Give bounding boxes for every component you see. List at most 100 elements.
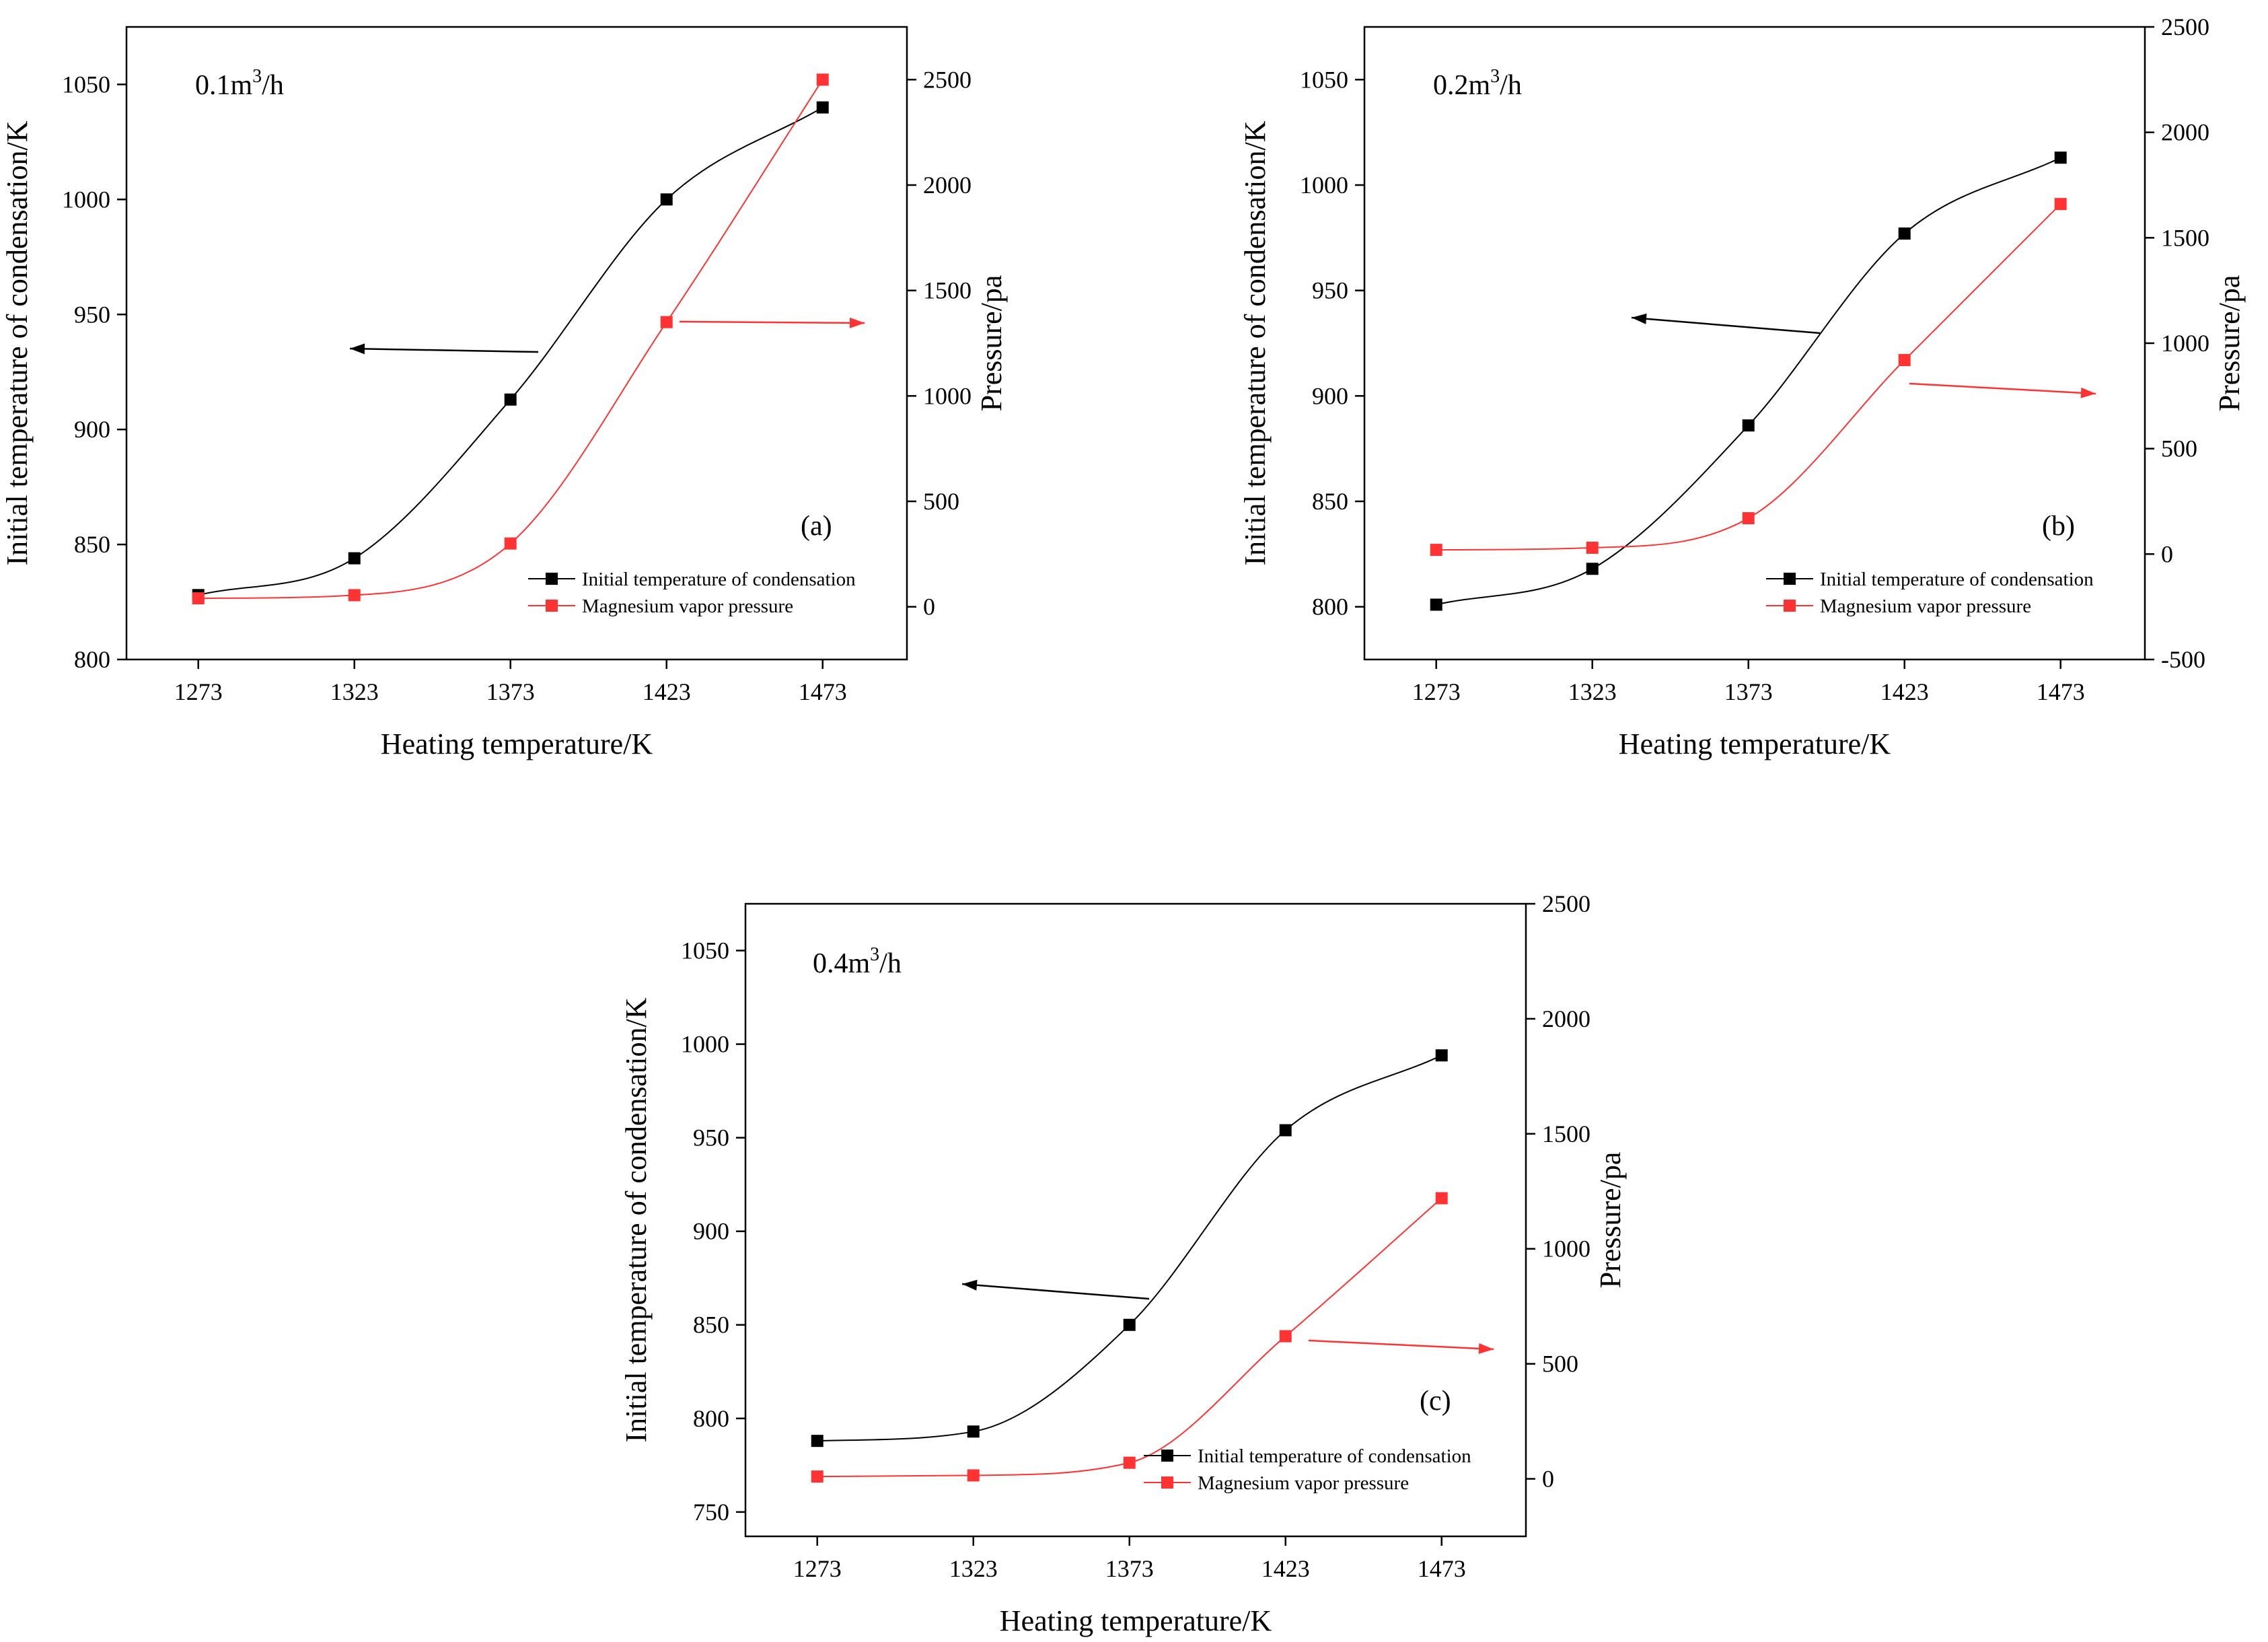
y-left-tick-label: 950 [74, 301, 110, 328]
y-left-tick-label: 1050 [681, 937, 729, 964]
y-left-tick-label: 1000 [62, 186, 110, 213]
y-right-tick-label: -500 [2161, 646, 2205, 673]
y-left-axis-label: Initial temperature of condensation/K [620, 997, 653, 1442]
chart-panel-1: 1273 1323 1373 1423 1473 800 850 900 950 1000 1050… [1, 26, 1008, 760]
arrow-line-1 [1631, 316, 1821, 334]
y-left-tick-label: 850 [74, 531, 110, 558]
flow-rate-base: 0.1m [195, 70, 253, 101]
y-left-tick-label: 800 [74, 646, 110, 673]
legend-marker [546, 600, 558, 612]
y-left-tick-label: 950 [1312, 277, 1348, 304]
data-point-2 [1279, 1330, 1292, 1343]
y-right-tick-label: 2500 [2161, 13, 2209, 40]
data-point-1 [1586, 563, 1599, 575]
flow-rate-label: 0.4m3/h [813, 944, 902, 979]
y-left-tick-label: 1050 [1300, 66, 1348, 93]
y-right-tick-label: 500 [1542, 1351, 1578, 1378]
data-point-2 [1123, 1456, 1136, 1469]
legend-label: Magnesium vapor pressure [1198, 1472, 1409, 1494]
series-line-1 [817, 1055, 1442, 1442]
x-tick-label: 1273 [1412, 678, 1461, 705]
series-line-2 [1436, 203, 2061, 551]
legend-marker [1161, 1476, 1173, 1489]
panel-label: (c) [1420, 1386, 1451, 1417]
y-right-tick-label: 0 [923, 594, 935, 620]
y-right-tick-label: 0 [2161, 540, 2173, 567]
data-point-2 [967, 1469, 980, 1482]
legend-label: Initial temperature of condensation [1198, 1445, 1471, 1467]
x-tick-label: 1373 [486, 678, 535, 705]
legend-marker [1784, 600, 1796, 612]
y-left-tick-label: 800 [1312, 594, 1348, 620]
y-left-tick-label: 1000 [681, 1031, 729, 1058]
x-tick-label: 1423 [643, 678, 691, 705]
data-point-1 [1435, 1049, 1448, 1062]
x-tick-label: 1423 [1261, 1555, 1310, 1582]
y-left-tick-label: 900 [74, 416, 110, 443]
x-tick-label: 1373 [1105, 1555, 1154, 1582]
data-point-2 [1742, 512, 1755, 525]
flow-rate-label: 0.2m3/h [1433, 66, 1522, 101]
arrow-head-2 [1478, 1343, 1494, 1354]
x-tick-label: 1273 [793, 1555, 842, 1582]
series-line-2 [817, 1197, 1442, 1478]
legend-marker [546, 573, 558, 585]
legend-label: Magnesium vapor pressure [582, 596, 793, 617]
x-axis-label: Heating temperature/K [381, 727, 653, 760]
plot-frame [1363, 26, 2146, 661]
data-point-1 [348, 552, 361, 565]
x-tick-label: 1423 [1880, 678, 1929, 705]
data-point-1 [967, 1425, 980, 1438]
y-right-tick-label: 1500 [1542, 1120, 1590, 1147]
data-point-1 [2054, 151, 2067, 164]
y-left-axis-label: Initial temperature of condensation/K [1239, 120, 1272, 565]
x-tick-label: 1323 [949, 1555, 998, 1582]
data-point-1 [1742, 419, 1755, 432]
legend-label: Initial temperature of condensation [582, 569, 856, 590]
data-point-2 [192, 592, 205, 605]
data-point-1 [1279, 1124, 1292, 1137]
data-point-1 [1430, 598, 1442, 611]
flow-rate-exp: 3 [1490, 66, 1500, 87]
flow-rate-exp: 3 [870, 944, 879, 965]
chart-panel-3: 1273 1323 1373 1423 1473 750 800 850 900 950 1000 1… [620, 890, 1627, 1637]
y-left-tick-label: 900 [693, 1218, 729, 1245]
y-right-tick-label: 1500 [2161, 224, 2209, 251]
y-right-tick-label: 1000 [2161, 330, 2209, 357]
data-point-2 [811, 1470, 824, 1483]
y-right-axis-label: Pressure/pa [1594, 1152, 1627, 1289]
panel-label: (a) [801, 511, 832, 542]
y-left-tick-label: 900 [1312, 382, 1348, 409]
flow-rate-exp: 3 [252, 66, 262, 87]
data-point-1 [504, 393, 517, 406]
y-left-axis-label: Initial temperature of condensation/K [1, 120, 34, 565]
y-right-tick-label: 0 [1542, 1466, 1554, 1493]
x-tick-label: 1323 [1568, 678, 1617, 705]
data-point-2 [1430, 544, 1442, 557]
data-point-1 [660, 193, 673, 206]
series-line-1 [1436, 157, 2061, 606]
y-right-tick-label: 500 [2161, 435, 2197, 462]
arrow-head-2 [2080, 387, 2096, 398]
y-left-tick-label: 850 [693, 1312, 729, 1338]
y-right-tick-label: 2000 [1542, 1005, 1590, 1032]
flow-rate-label: 0.1m3/h [195, 66, 284, 101]
arrow-head-1 [350, 343, 365, 355]
data-point-1 [816, 101, 829, 114]
y-left-tick-label: 850 [1312, 488, 1348, 515]
y-right-tick-label: 1000 [1542, 1236, 1590, 1262]
y-right-axis-label: Pressure/pa [2213, 275, 2246, 412]
arrow-line-1 [961, 1283, 1150, 1300]
x-tick-label: 1273 [174, 678, 223, 705]
data-point-2 [504, 537, 517, 550]
legend-marker [1161, 1450, 1173, 1462]
arrow-head-1 [1632, 313, 1647, 324]
flow-rate-tail: /h [262, 70, 284, 101]
flow-rate-tail: /h [879, 948, 902, 979]
chart-panel-2: 1273 1323 1373 1423 1473 800 850 900 950 1000 1050… [1239, 13, 2246, 760]
data-point-1 [811, 1435, 824, 1448]
y-left-tick-label: 1050 [62, 71, 110, 98]
plot-frame [744, 902, 1527, 1538]
x-tick-label: 1473 [2037, 678, 2085, 705]
